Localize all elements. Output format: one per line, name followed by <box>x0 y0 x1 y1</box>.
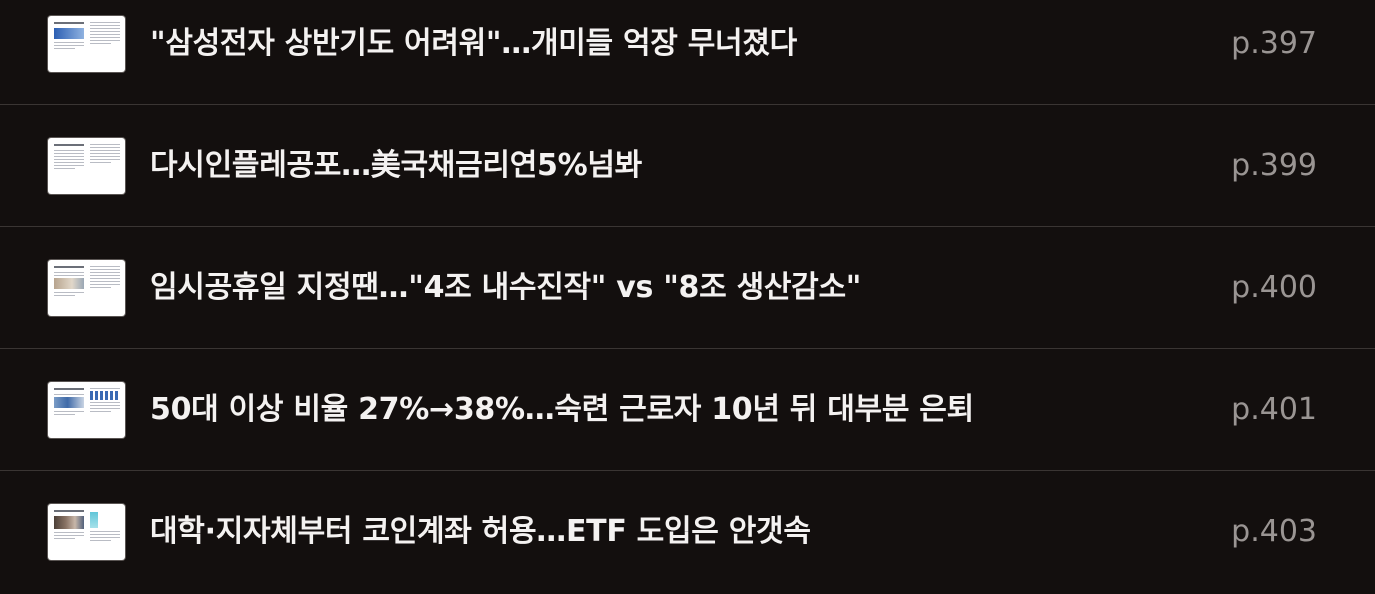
article-row[interactable]: 대학·지자체부터 코인계좌 허용…ETF 도입은 안갯속 p.403 <box>0 472 1375 593</box>
page-thumbnail <box>48 260 125 316</box>
page-number: p.401 <box>1231 392 1317 427</box>
page-thumbnail <box>48 16 125 72</box>
article-title: "삼성전자 상반기도 어려워"…개미들 억장 무너졌다 <box>150 26 797 61</box>
article-row[interactable]: "삼성전자 상반기도 어려워"…개미들 억장 무너졌다 p.397 <box>0 0 1375 105</box>
article-title: 임시공휴일 지정땐…"4조 내수진작" vs "8조 생산감소" <box>150 270 862 305</box>
article-title: 50대 이상 비율 27%→38%…숙련 근로자 10년 뒤 대부분 은퇴 <box>150 392 974 427</box>
article-title: 대학·지자체부터 코인계좌 허용…ETF 도입은 안갯속 <box>150 514 811 549</box>
page-number: p.399 <box>1231 148 1317 183</box>
page-thumbnail <box>48 382 125 438</box>
page-number: p.403 <box>1231 514 1317 549</box>
article-row[interactable]: 임시공휴일 지정땐…"4조 내수진작" vs "8조 생산감소" p.400 <box>0 228 1375 349</box>
page-thumbnail <box>48 138 125 194</box>
article-row[interactable]: 다시인플레공포…美국채금리연5%넘봐 p.399 <box>0 106 1375 227</box>
page-number: p.400 <box>1231 270 1317 305</box>
page-thumbnail <box>48 504 125 560</box>
article-title: 다시인플레공포…美국채금리연5%넘봐 <box>150 148 642 183</box>
page-number: p.397 <box>1231 26 1317 61</box>
article-row[interactable]: 50대 이상 비율 27%→38%…숙련 근로자 10년 뒤 대부분 은퇴 p.… <box>0 350 1375 471</box>
